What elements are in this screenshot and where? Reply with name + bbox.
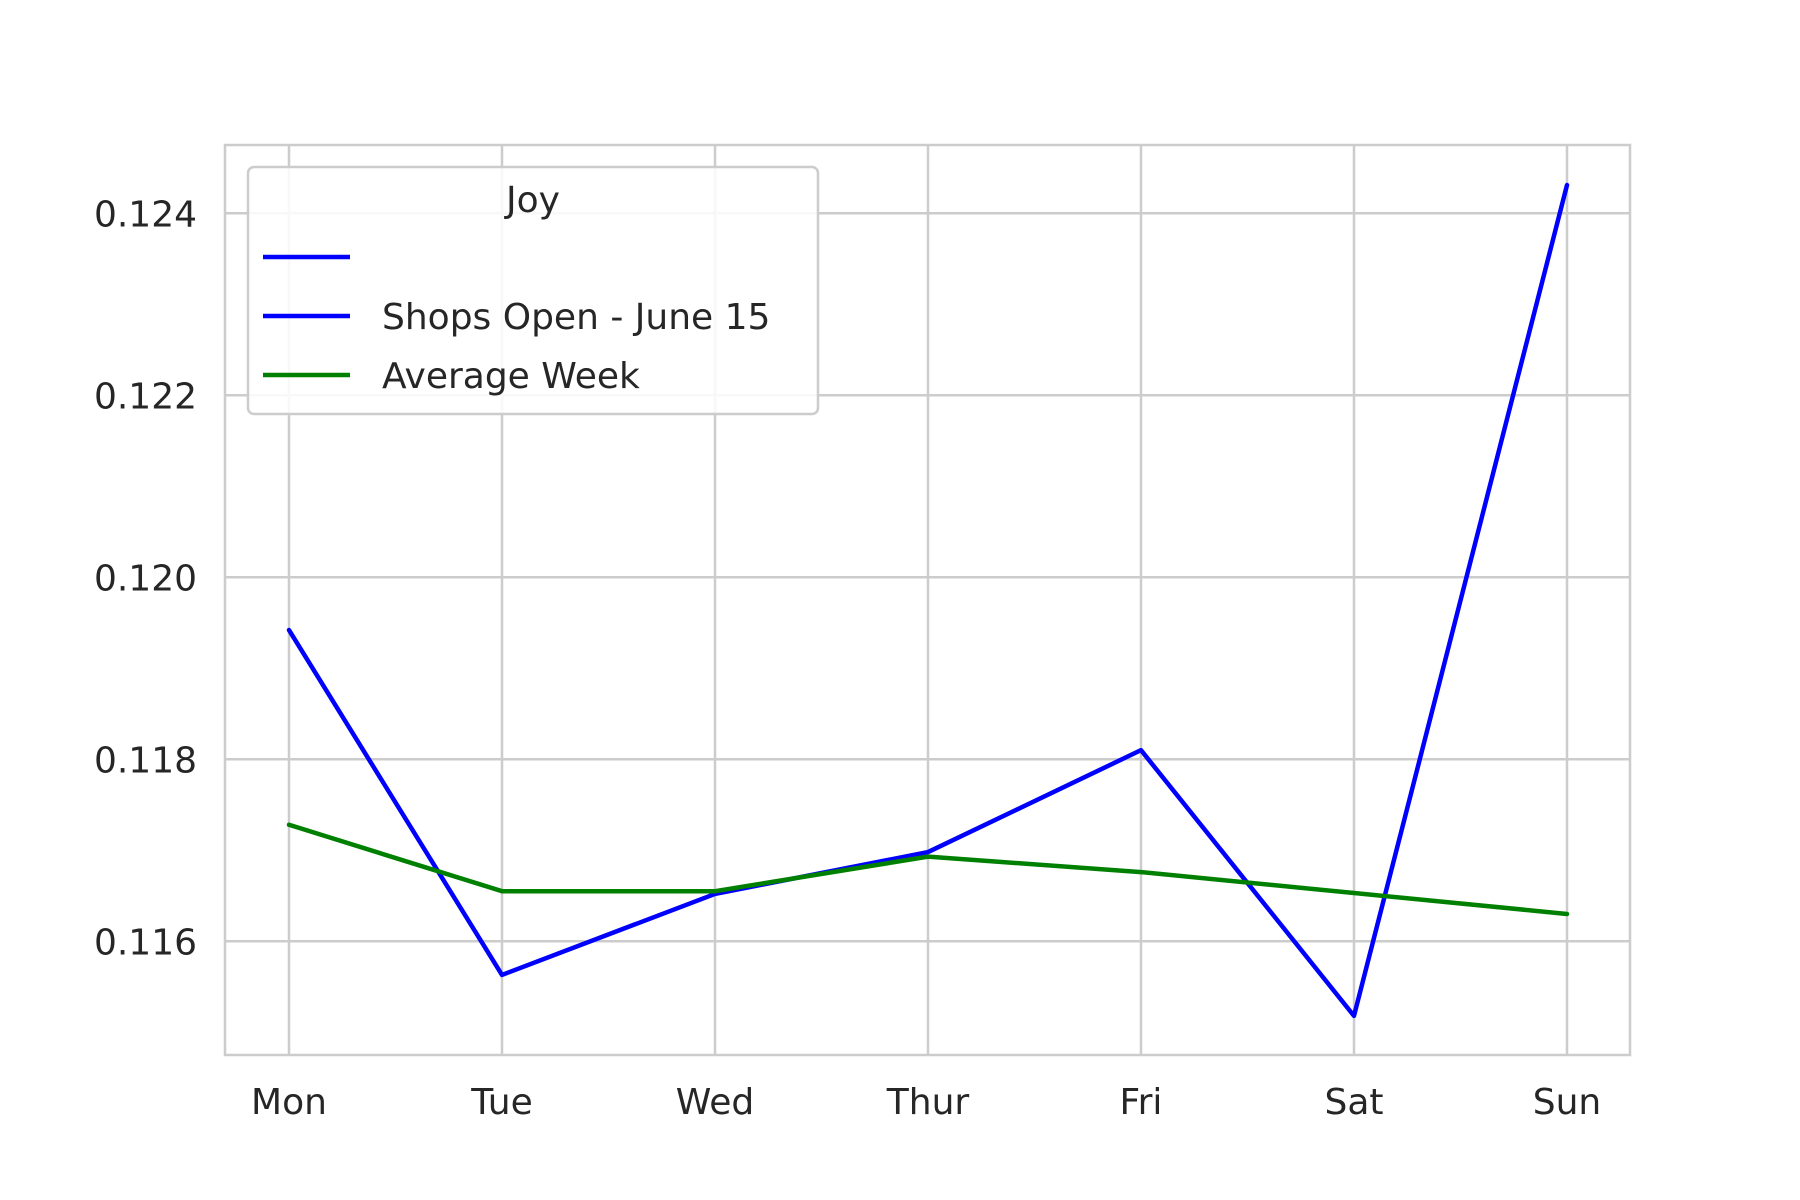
series-layer — [286, 182, 1570, 1019]
series-line-shops-open — [286, 182, 1570, 1019]
y-tick-label: 0.120 — [94, 558, 197, 599]
x-tick-label: Tue — [470, 1082, 533, 1123]
x-tick-label: Sun — [1533, 1082, 1601, 1123]
legend: Joy Shops Open - June 15 Average Week — [246, 165, 820, 416]
y-tick-label: 0.122 — [94, 376, 197, 417]
legend-title: Joy — [504, 180, 560, 221]
x-tick-label: Thur — [886, 1082, 970, 1123]
series-line-average-week — [286, 822, 1570, 917]
x-tick-label: Fri — [1120, 1082, 1163, 1123]
x-tick-labels: Mon Tue Wed Thur Fri Sat Sun — [251, 1082, 1601, 1123]
legend-box — [246, 165, 820, 416]
plot-frame — [223, 143, 1632, 1057]
x-tick-label: Mon — [251, 1082, 327, 1123]
legend-entry-1: Shops Open - June 15 — [382, 297, 770, 338]
x-tick-label: Wed — [676, 1082, 755, 1123]
y-tick-labels: 0.116 0.118 0.120 0.122 0.124 — [94, 194, 197, 963]
legend-entry-2: Average Week — [382, 356, 640, 397]
x-tick-label: Sat — [1324, 1082, 1383, 1123]
y-tick-label: 0.116 — [94, 922, 197, 963]
y-tick-label: 0.124 — [94, 194, 197, 235]
y-tick-label: 0.118 — [94, 740, 197, 781]
